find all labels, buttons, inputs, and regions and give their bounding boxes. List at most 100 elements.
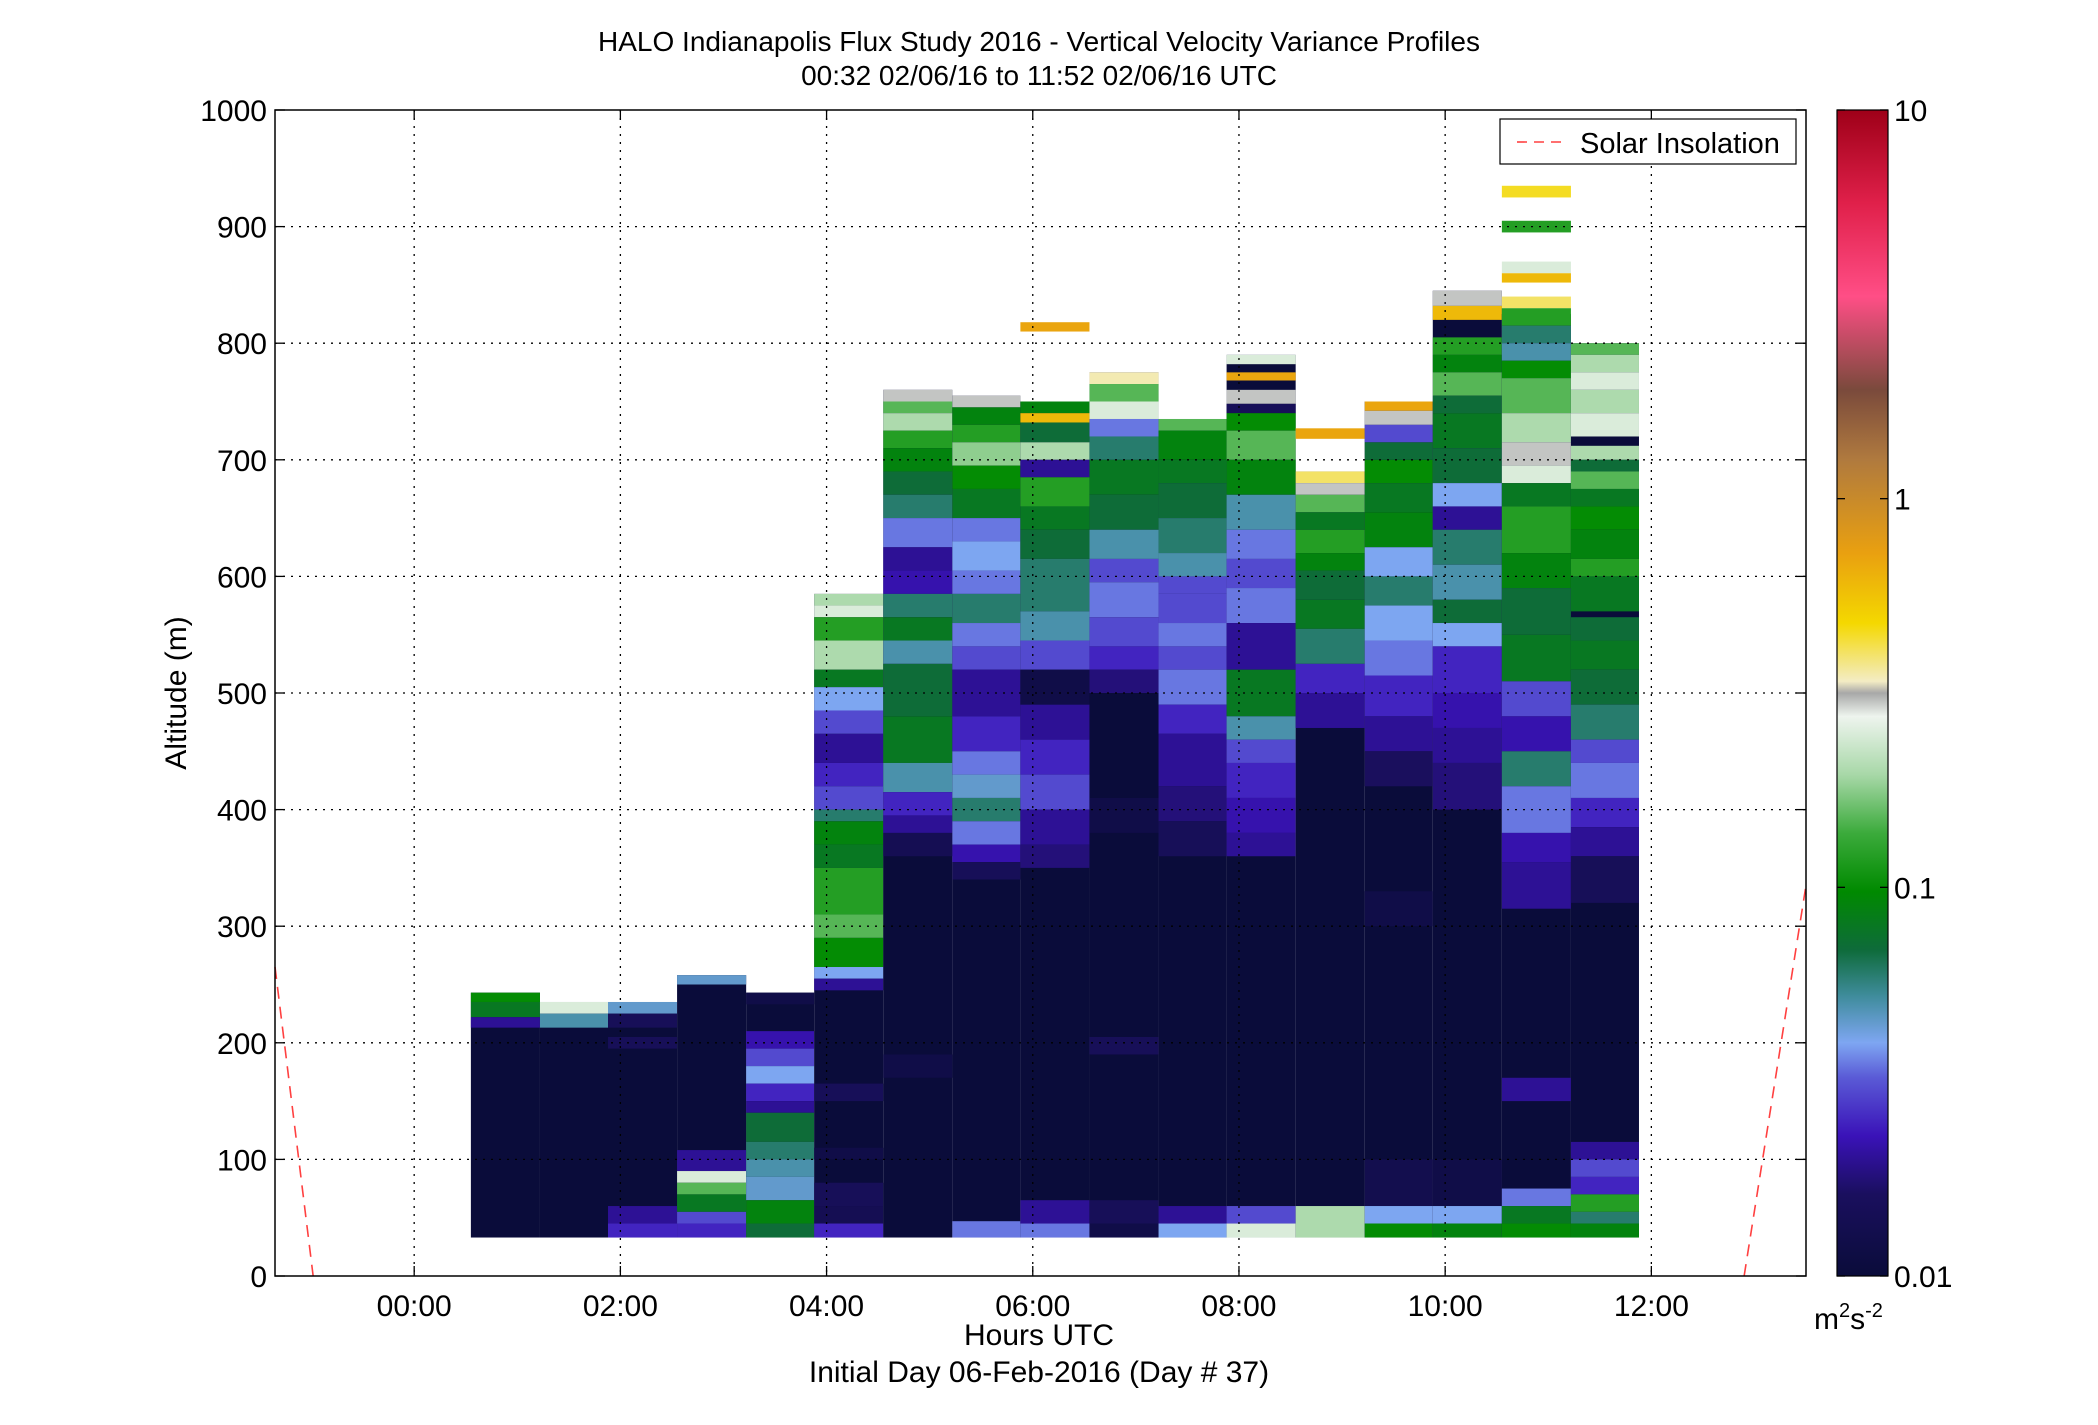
profile-10-cell-1 [1158,430,1227,460]
profile-10-cell-6 [1158,576,1227,594]
y-tick-label-8: 800 [217,328,267,361]
profile-13-cell-9 [1364,605,1433,641]
profile-8-cell-19 [1020,1223,1090,1238]
profile-4-cell-7 [746,1141,815,1160]
x-tick-label-4: 08:00 [1201,1290,1276,1323]
profile-6-cell-13 [883,663,953,717]
profile-16-cell-0 [1570,343,1639,355]
profile-8 [1020,322,1090,1238]
profile-11-cell-6 [1226,459,1296,495]
profile-10-cell-14 [1158,821,1227,857]
profile-4-cell-6 [746,1112,815,1142]
y-tick-label-5: 500 [217,678,267,711]
profile-3-cell-1 [677,1150,747,1172]
profile-11-cell-11 [1226,623,1296,670]
profile-4-cell-5 [746,1101,815,1113]
profile-16-cell-20 [1570,827,1639,857]
profile-8-cell-7 [1020,506,1090,530]
profile-6-cell-17 [883,815,953,833]
profile-7-cell-12 [952,669,1021,717]
profile-15-cell-27 [1501,1223,1571,1238]
profile-5-cell-18 [814,1083,884,1102]
profile-8-cell-10 [1020,611,1090,641]
profile-9-cell-1 [1089,384,1159,402]
profile-5-cell-16 [814,967,884,979]
profile-15-cell-8 [1501,360,1571,379]
profile-10-cell-13 [1158,786,1227,822]
profile-13-cell-14 [1364,891,1433,927]
y-tick-label-2: 200 [217,1028,267,1061]
profile-5-cell-4 [814,669,884,688]
profile-6-cell-19 [883,1054,953,1078]
profile-5-cell-11 [814,821,884,845]
profile-5-cell-20 [814,1182,884,1207]
profile-5-cell-17 [814,978,884,991]
colorbar-unit-sup2: -2 [1865,1300,1883,1322]
profile-15-cell-22 [1501,832,1571,863]
profile-3-cell-5 [677,1211,747,1224]
profile-11-cell-2 [1226,389,1296,404]
profile-11-cell-4 [1226,413,1296,431]
profile-5-cell-13 [814,867,884,915]
profile-14-cell-11 [1432,564,1502,600]
profile-15-cell-18 [1501,681,1571,717]
profile-15-cell-0 [1501,185,1571,198]
profile-10-cell-4 [1158,518,1227,554]
profile-9-cell-2 [1089,401,1159,419]
profile-8-cell-3 [1020,422,1090,443]
profile-1 [539,1001,609,1238]
profile-10-cell-15 [1158,1206,1227,1224]
x-axis-ticks: 00:00 02:00 04:00 06:00 08:00 10:00 12:00 [377,110,1689,1323]
profile-13-cell-8 [1364,576,1433,606]
profile-6-cell-11 [883,617,953,641]
profile-3-cell-0 [677,975,747,985]
profile-9-cell-8 [1089,558,1159,583]
profile-9-cell-13 [1089,797,1159,833]
profile-16-cell-16 [1570,704,1639,740]
colorbar-unit-sup1: 2 [1839,1300,1850,1322]
profile-16 [1570,343,1639,1238]
profile-6-cell-8 [883,547,953,571]
profile-14-cell-7 [1432,448,1502,484]
profile-12-cell-9 [1295,628,1365,664]
y-axis-ticks: 0 100 200 300 400 500 600 700 800 900 1000 [200,95,1806,1294]
profile-4-cell-10 [746,1200,815,1224]
profile-6-cell-6 [883,494,953,519]
profile-16-cell-19 [1570,797,1639,828]
legend-solar-label: Solar Insolation [1580,128,1780,160]
y-tick-label-3: 300 [217,911,267,944]
profile-10-cell-5 [1158,553,1227,577]
profile-7-cell-18 [952,844,1021,863]
profile-12-cell-7 [1295,570,1365,600]
profile-14-cell-4 [1432,372,1502,396]
profile-4-cell-11 [746,1223,815,1238]
profile-9-cell-5 [1089,459,1159,495]
profile-3 [677,975,747,1238]
profile-5-cell-5 [814,687,884,711]
profile-11-cell-5 [1226,430,1296,460]
profile-8-cell-16 [1020,809,1090,845]
profile-8-cell-0 [1020,322,1090,332]
profile-16-cell-17 [1570,739,1639,763]
profile-2-cell-1 [608,1013,678,1028]
x-tick-label-0: 00:00 [377,1290,452,1323]
profile-15-cell-12 [1501,465,1571,484]
profile-16-cell-5 [1570,445,1639,460]
x-tick-label-6: 12:00 [1614,1290,1689,1323]
profile-4-cell-3 [746,1066,815,1084]
profile-11-cell-7 [1226,494,1296,530]
profile-6-cell-16 [883,792,953,816]
x-tick-label-1: 02:00 [583,1290,658,1323]
colorbar-tick-label-0: 0.01 [1894,1261,1952,1294]
profile-10-cell-11 [1158,704,1227,734]
profile-3-cell-2 [677,1171,747,1183]
profile-16-cell-11 [1570,558,1639,577]
x-tick-label-2: 04:00 [789,1290,864,1323]
profile-14-cell-0 [1432,290,1502,306]
profile-15-cell-1 [1501,220,1571,233]
profile-6-cell-3 [883,430,953,449]
profile-15-cell-4 [1501,296,1571,309]
profile-0-cell-2 [470,1017,540,1028]
profile-12-cell-4 [1295,512,1365,530]
profile-11-cell-0 [1226,354,1296,365]
